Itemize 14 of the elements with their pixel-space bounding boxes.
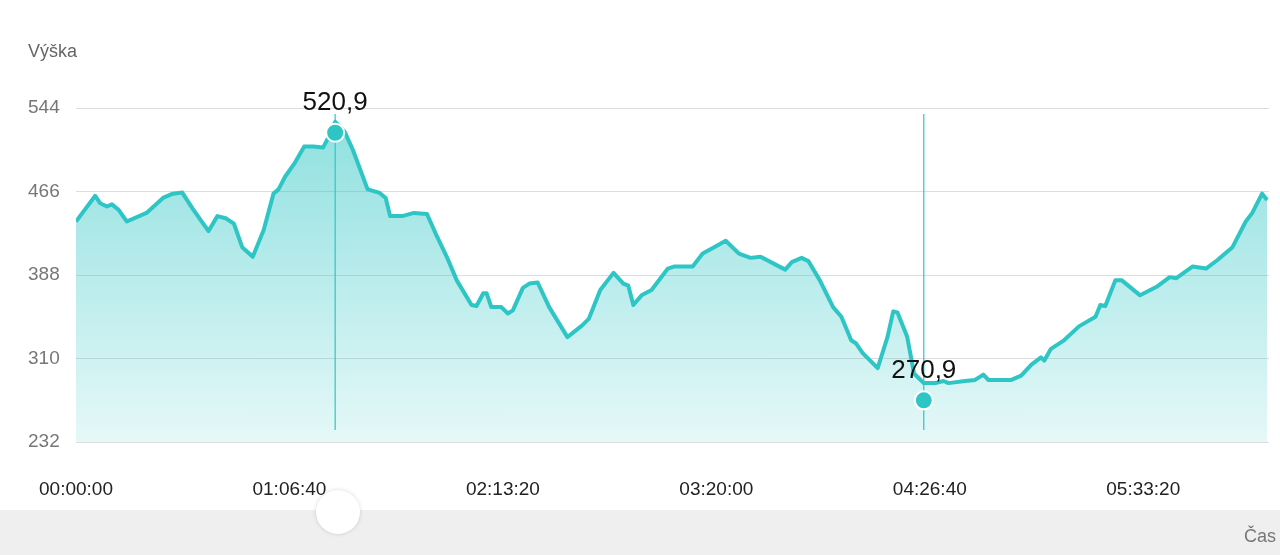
x-tick-label: 02:13:20 bbox=[465, 477, 540, 499]
y-axis-title: Výška bbox=[28, 40, 79, 61]
y-tick-label: 466 bbox=[28, 179, 60, 201]
y-tick-label: 388 bbox=[28, 263, 60, 285]
y-tick-label: 544 bbox=[28, 96, 61, 118]
x-tick-label: 05:33:20 bbox=[1106, 477, 1181, 499]
x-axis-title: Čas bbox=[1243, 524, 1276, 546]
x-tick-label: 03:20:00 bbox=[679, 477, 754, 499]
x-tick-label: 04:26:40 bbox=[892, 477, 967, 499]
x-tick-label: 00:00:00 bbox=[39, 477, 113, 499]
x-tick-label: 01:06:40 bbox=[252, 477, 327, 499]
y-tick-label: 232 bbox=[28, 430, 60, 452]
y-tick-label: 310 bbox=[28, 346, 60, 368]
data-label: 520,9 bbox=[302, 85, 368, 116]
